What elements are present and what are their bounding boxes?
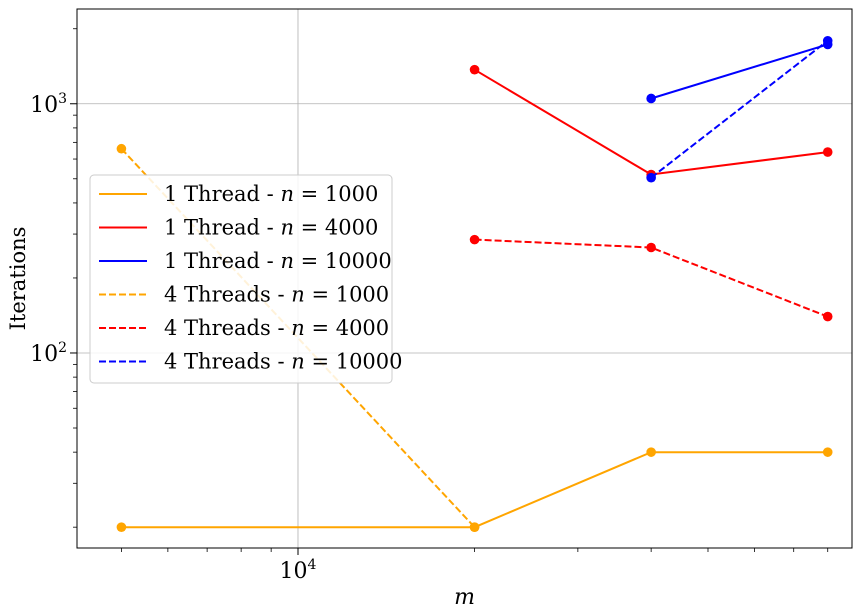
series-line	[474, 68, 828, 176]
series-2	[469, 64, 833, 180]
y-axis-label: Iterations	[6, 227, 30, 331]
data-point	[646, 172, 656, 183]
plot-frame	[76, 8, 853, 549]
data-point	[469, 64, 480, 75]
data-point	[469, 234, 480, 245]
legend-label: 1 Thread - n = 1000	[164, 182, 378, 206]
axis-ticks: 104 102 103	[30, 28, 829, 584]
legend-label: 4 Threads - n = 10000	[164, 350, 403, 374]
y-tick-label: 102	[30, 340, 67, 367]
data-point	[822, 311, 833, 322]
legend-frame	[89, 174, 393, 384]
data-point	[646, 447, 656, 457]
data-point	[822, 35, 833, 46]
data-point	[116, 522, 127, 532]
legend-label: 4 Threads - n = 1000	[164, 283, 389, 307]
data-point	[822, 447, 833, 457]
x-axis-label: m	[454, 585, 475, 610]
data-point	[469, 522, 480, 532]
x-tick-label: 104	[280, 557, 317, 584]
data-point	[646, 93, 656, 104]
series-line	[121, 451, 828, 529]
series-line	[650, 43, 828, 100]
y-tick-label: 103	[30, 91, 67, 118]
legend-label: 1 Thread - n = 10000	[164, 249, 392, 273]
data-point	[822, 147, 833, 157]
legend-label: 1 Thread - n = 4000	[164, 216, 378, 240]
data-point	[116, 143, 127, 154]
data-point	[646, 242, 656, 253]
legend-label: 4 Threads - n = 4000	[164, 316, 389, 340]
series-line	[650, 39, 829, 179]
series-5	[469, 234, 833, 322]
series-1	[116, 447, 833, 532]
legend: 1 Thread - n = 1000 1 Thread - n = 4000 1 …	[89, 174, 403, 384]
series-6	[646, 35, 833, 183]
series-3	[646, 39, 833, 104]
